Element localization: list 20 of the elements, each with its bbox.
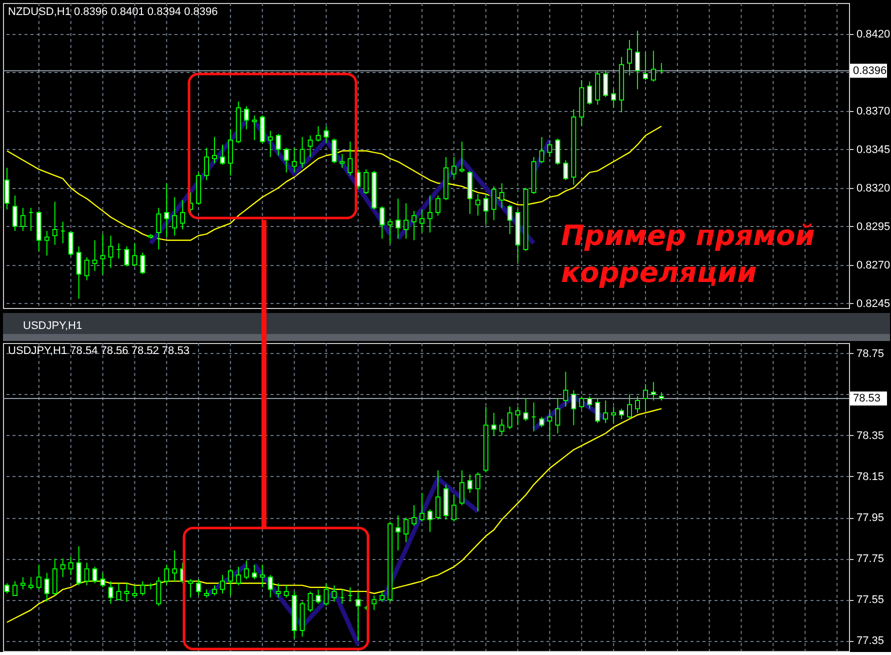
y-tick-label: 0.8345	[856, 144, 890, 156]
y-tick-label: 77.55	[856, 594, 884, 606]
y-tick-label: 78.35	[856, 430, 884, 442]
y-tick-label: 77.35	[856, 635, 884, 648]
chart-title: USDJPY,H1	[23, 320, 82, 332]
y-tick-label: 0.8420	[856, 28, 890, 40]
ref-line-label: 0.8396	[853, 64, 887, 77]
ref-line-label: 78.53	[853, 392, 881, 404]
annotation: Пример прямой корреляции	[561, 219, 815, 289]
y-tick-label: 0.8245	[856, 298, 890, 310]
y-tick-label: 77.95	[856, 512, 884, 524]
chart-title: NZDUSD,H1 0.8396 0.8401 0.8394 0.8396	[8, 6, 218, 18]
y-tick-label: 77.75	[856, 553, 884, 566]
y-tick-label: 78.75	[856, 348, 884, 360]
y-tick-label: 0.8270	[856, 259, 890, 272]
y-tick-label: 78.15	[856, 470, 884, 483]
chart-subtitle: USDJPY,H1 78.54 78.56 78.52 78.53	[8, 345, 190, 357]
y-tick-label: 0.8320	[856, 182, 890, 194]
y-tick-label: 0.8295	[856, 220, 890, 233]
y-tick-label: 0.8370	[856, 105, 890, 118]
